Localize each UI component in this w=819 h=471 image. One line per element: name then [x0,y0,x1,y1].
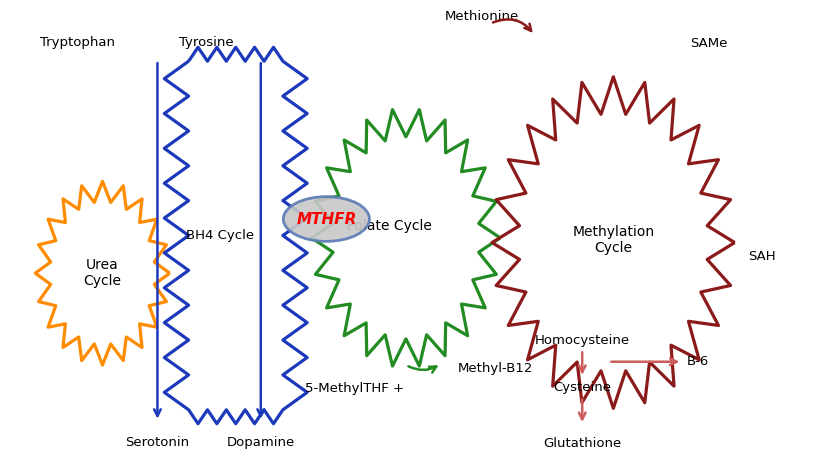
Text: Folate Cycle: Folate Cycle [346,219,432,233]
Text: SAH: SAH [747,250,775,263]
Text: Cysteine: Cysteine [553,381,610,394]
Text: Dopamine: Dopamine [226,436,295,449]
Text: MTHFR: MTHFR [296,211,356,227]
Text: Methylation
Cycle: Methylation Cycle [572,225,654,255]
Text: Methyl-B12: Methyl-B12 [457,362,532,375]
Text: Homocysteine: Homocysteine [534,333,629,347]
Text: Tyrosine: Tyrosine [179,36,233,49]
Text: Serotonin: Serotonin [125,436,189,449]
Text: Tryptophan: Tryptophan [40,36,115,49]
Ellipse shape [283,197,369,241]
Text: Urea
Cycle: Urea Cycle [84,258,121,288]
Text: SAMe: SAMe [690,37,727,50]
Text: BH4 Cycle: BH4 Cycle [185,229,254,242]
Text: Glutathione: Glutathione [542,437,621,450]
Text: 5-MethylTHF +: 5-MethylTHF + [305,382,403,395]
Text: B-6: B-6 [686,355,708,368]
Text: Methionine: Methionine [445,10,518,23]
